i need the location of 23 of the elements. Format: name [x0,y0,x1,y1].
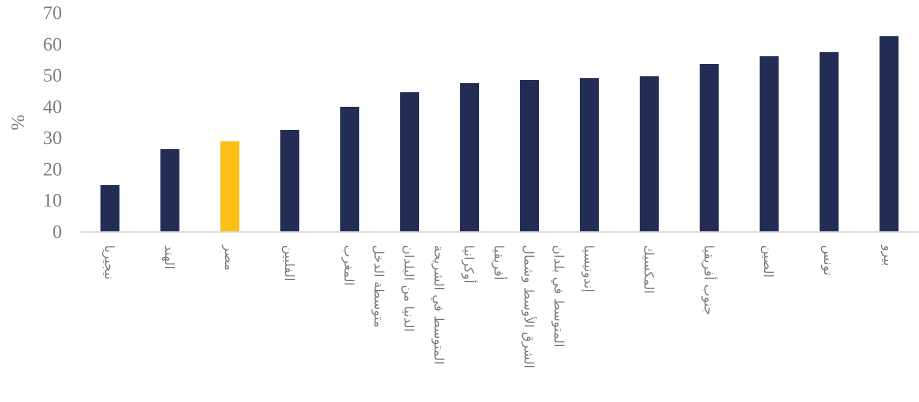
x-tick-label: المكسيك [640,245,656,294]
y-tick-label: 50 [43,66,62,87]
x-tick-label: جنوب أفريقيا [700,245,718,316]
x-tick-label: مصر [220,244,236,270]
y-axis-title: % [8,114,29,130]
x-tick-label: تونس [820,245,836,276]
x-tick-label: أوكرانيا [460,245,478,284]
y-tick-label: 0 [52,222,62,243]
y-tick-label: 10 [43,190,62,212]
y-tick-label: 70 [43,3,62,24]
x-tick-label: المغرب [340,245,356,286]
x-tick-label: إندونيسيا [580,245,596,292]
y-tick-label: 60 [43,34,62,56]
y-tick-label: 20 [43,159,62,180]
x-tick-label: الصين [760,245,776,278]
y-tick-label: 40 [43,96,62,118]
x-tick-label: المتوسط في بلدان الشرق الأوسط وشمال أفريقيا [490,245,566,368]
x-tick-label: الفلبين [280,245,296,282]
x-tick-label: بيرو [880,244,896,266]
x-tick-label: الهند [160,245,176,270]
x-tick-label: المتوسط في الشريحة الدنيا من البلدان متوسطة الدخل [370,245,446,365]
x-tick-label: نيجيريا [100,245,116,280]
y-tick-label: 30 [43,128,62,150]
